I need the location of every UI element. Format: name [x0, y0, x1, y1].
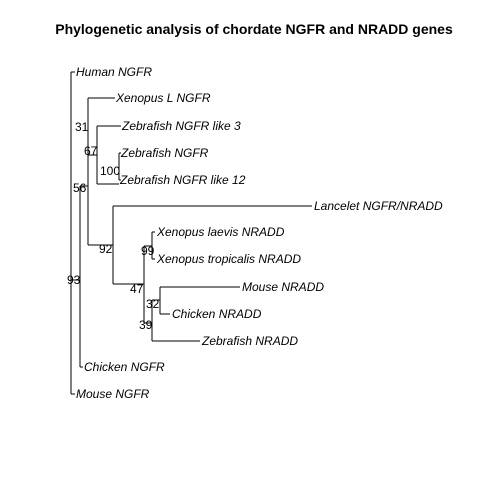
- bootstrap-value: 99: [141, 244, 155, 258]
- tip-label-chicken-ngfr: Chicken NGFR: [84, 360, 165, 374]
- bootstrap-value: 31: [75, 120, 89, 134]
- tip-label-zebrafish-ngfr-like-12: Zebrafish NGFR like 12: [120, 173, 246, 187]
- tip-label-zebrafish-ngfr: Zebrafish NGFR: [121, 146, 209, 160]
- tip-label-zebrafish-ngfr-like-3: Zebrafish NGFR like 3: [122, 119, 241, 133]
- tip-label-mouse-ngfr: Mouse NGFR: [76, 387, 150, 401]
- tip-label-xenopus-tropicalis-nradd: Xenopus tropicalis NRADD: [157, 252, 302, 266]
- tip-label-lancelet-ngfr-nradd: Lancelet NGFR/NRADD: [314, 199, 443, 213]
- tip-label-xenopus-laevis-nradd: Xenopus laevis NRADD: [157, 225, 285, 239]
- bootstrap-value: 39: [139, 318, 153, 332]
- tip-label-mouse-nradd: Mouse NRADD: [242, 280, 325, 294]
- bootstrap-value: 92: [99, 242, 113, 256]
- bootstrap-value: 56: [73, 181, 87, 195]
- tip-label-human-ngfr: Human NGFR: [76, 65, 153, 79]
- bootstrap-value: 47: [130, 282, 144, 296]
- bootstrap-value: 100: [100, 164, 121, 178]
- bootstrap-value: 93: [67, 273, 81, 287]
- bootstrap-value: 32: [146, 297, 160, 311]
- tip-label-chicken-nradd: Chicken NRADD: [172, 307, 262, 321]
- tip-label-xenopus-l-ngfr: Xenopus L NGFR: [116, 91, 211, 105]
- tip-label-zebrafish-nradd: Zebrafish NRADD: [202, 334, 299, 348]
- figure-title: Phylogenetic analysis of chordate NGFR a…: [55, 21, 453, 37]
- bootstrap-value: 67: [84, 144, 98, 158]
